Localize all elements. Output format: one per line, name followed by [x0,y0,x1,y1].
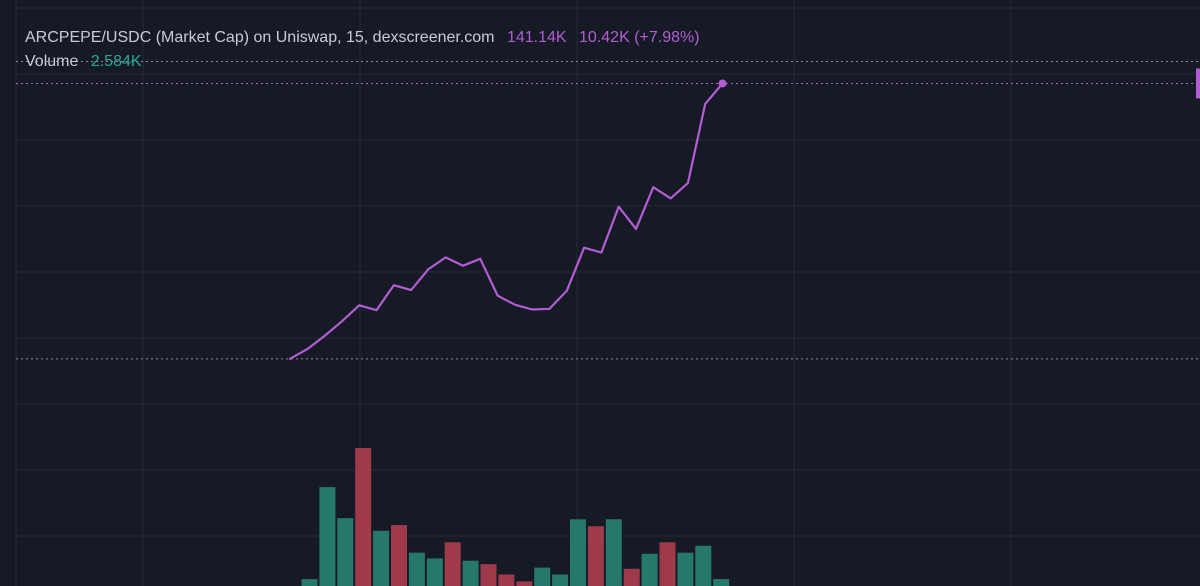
volume-bar [408,552,425,586]
volume-bars [301,448,730,586]
reference-lines [16,60,1200,360]
volume-bar [713,579,730,586]
volume-bar [462,560,479,586]
volume-bar [659,542,676,586]
volume-bar [587,526,604,586]
grid-lines [15,0,1200,586]
volume-bar [623,568,640,586]
last-value: 141.14K [506,29,567,46]
chart-legend: ARCPEPE/USDC (Market Cap) on Uniswap, 15… [25,26,700,74]
volume-bar [552,574,569,586]
volume-bar [355,448,372,586]
volume-value: 2.584K [90,53,142,70]
volume-bar [301,579,318,586]
volume-bar [337,518,354,586]
volume-bar [570,519,586,586]
price-line [288,82,724,360]
volume-bar [426,558,443,586]
volume-bar [695,545,712,586]
volume-bar [516,581,533,586]
volume-bar [534,567,551,586]
volume-label: Volume [25,53,79,70]
symbol-label: ARCPEPE/USDC (Market Cap) on Uniswap, 15… [25,29,495,46]
volume-bar [641,553,658,586]
volume-bar [373,530,390,586]
legend-row-volume: Volume 2.584K [25,50,700,74]
volume-bar [444,542,461,586]
legend-row-main: ARCPEPE/USDC (Market Cap) on Uniswap, 15… [25,26,700,50]
price-line-layer [288,79,727,360]
volume-bar [319,487,336,586]
volume-bar [480,564,497,586]
volume-bar [677,552,694,586]
volume-bar [498,574,515,586]
last-price-marker [1196,68,1200,99]
volume-bar [391,525,407,586]
change-value: 10.42K (+7.98%) [579,29,700,46]
volume-bar [605,519,622,586]
last-point-dot [718,79,727,88]
